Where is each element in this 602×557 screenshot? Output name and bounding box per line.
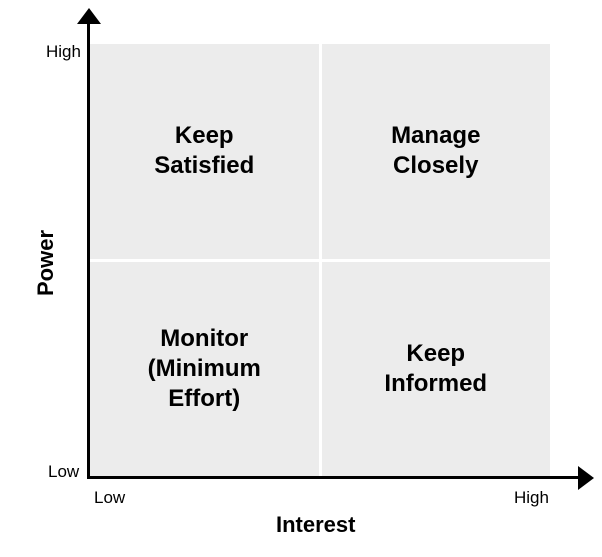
quadrant-top-left: Keep Satisfied xyxy=(90,44,319,259)
quadrant-top-right: Manage Closely xyxy=(322,44,551,259)
quadrant-bottom-right: Keep Informed xyxy=(322,262,551,477)
y-axis-line xyxy=(87,20,90,479)
x-axis-line xyxy=(87,476,578,479)
quadrant-grid: Keep Satisfied Manage Closely Monitor (M… xyxy=(90,44,550,476)
x-axis-high-label: High xyxy=(514,488,549,508)
y-axis-arrowhead-icon xyxy=(77,8,101,24)
y-axis-low-label: Low xyxy=(48,462,79,482)
y-axis-high-label: High xyxy=(46,42,81,62)
quadrant-bottom-left: Monitor (Minimum Effort) xyxy=(90,262,319,477)
x-axis-low-label: Low xyxy=(94,488,125,508)
x-axis-title: Interest xyxy=(276,512,355,538)
y-axis-title: Power xyxy=(33,223,59,303)
stakeholder-matrix: { "diagram": { "type": "quadrant-matrix"… xyxy=(0,0,602,557)
x-axis-arrowhead-icon xyxy=(578,466,594,490)
